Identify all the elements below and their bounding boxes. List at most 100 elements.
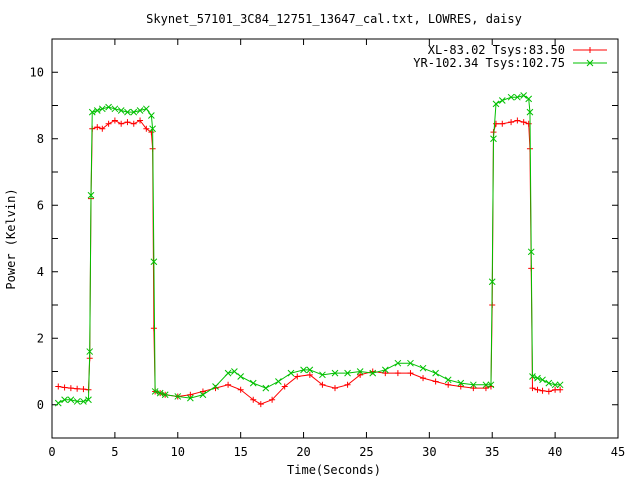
data-point [432, 378, 439, 385]
data-point [382, 370, 389, 377]
data-point [529, 385, 536, 392]
data-point [344, 369, 351, 377]
data-point [105, 103, 112, 111]
data-point [419, 364, 427, 372]
data-point [394, 359, 402, 367]
data-point [514, 117, 521, 124]
data-point [499, 120, 506, 127]
legend-label: XL-83.02 Tsys:83.50 [428, 43, 565, 57]
y-tick-label: 0 [37, 398, 44, 412]
series-line [58, 119, 561, 405]
chart-title: Skynet_57101_3C84_12751_13647_cal.txt, L… [146, 12, 522, 26]
data-point [527, 248, 535, 256]
y-axis-label: Power (Kelvin) [4, 188, 18, 289]
data-point [136, 107, 144, 114]
x-tick-label: 5 [111, 445, 118, 459]
data-point [482, 381, 490, 389]
data-point [61, 396, 68, 404]
data-point [534, 374, 541, 382]
data-point [174, 393, 182, 400]
y-tick-label: 10 [30, 65, 44, 79]
data-point [80, 398, 87, 405]
data-point [137, 117, 144, 124]
data-point [199, 388, 206, 395]
data-point [520, 119, 527, 126]
data-point [492, 100, 500, 108]
data-point [231, 368, 238, 375]
data-point [556, 381, 564, 389]
data-point [552, 386, 559, 393]
x-axis: 0 5 10 15 20 25 30 35 40 45 [48, 39, 625, 459]
y-tick-label: 6 [37, 198, 44, 212]
data-point [262, 384, 270, 392]
y-tick-label: 4 [37, 265, 44, 279]
data-point [93, 107, 101, 114]
data-point [150, 325, 157, 332]
data-point [331, 369, 339, 377]
data-point [482, 385, 489, 392]
data-point [275, 378, 282, 385]
data-point [357, 371, 364, 378]
data-point [74, 385, 81, 392]
data-point [187, 394, 194, 402]
data-point [150, 258, 158, 266]
data-point [249, 379, 257, 387]
data-point [224, 369, 232, 377]
data-point [332, 385, 338, 392]
data-point [86, 348, 94, 355]
data-point [457, 383, 464, 390]
data-point [444, 376, 452, 384]
data-point [54, 399, 62, 407]
data-point [124, 108, 131, 116]
x-tick-label: 30 [422, 445, 436, 459]
data-point [61, 384, 68, 391]
data-point [525, 120, 532, 127]
series-1 [55, 117, 564, 408]
data-point [507, 93, 515, 101]
data-point [257, 401, 264, 408]
data-point [407, 370, 414, 377]
x-tick-label: 45 [611, 445, 625, 459]
data-point [73, 398, 81, 405]
data-point [85, 396, 92, 404]
data-point [514, 93, 521, 101]
data-point [526, 108, 534, 116]
data-point [498, 97, 506, 104]
data-point [539, 387, 546, 394]
data-point [87, 191, 95, 199]
data-point [94, 124, 101, 131]
data-point [98, 105, 106, 113]
data-point [117, 107, 125, 114]
data-point [587, 47, 593, 53]
data-point [281, 383, 288, 390]
y-tick-label: 2 [37, 331, 44, 345]
data-point [199, 391, 207, 399]
x-tick-label: 40 [548, 445, 562, 459]
data-point [149, 125, 156, 133]
data-point [88, 108, 96, 116]
data-point [520, 92, 528, 99]
data-point [525, 95, 533, 103]
data-point [457, 379, 465, 387]
data-point [55, 383, 62, 390]
data-point [143, 125, 150, 132]
data-point [212, 383, 219, 390]
legend-label: YR-102.34 Tsys:102.75 [413, 56, 565, 70]
data-point [111, 117, 118, 124]
data-point [492, 120, 499, 127]
y-tick-label: 8 [37, 132, 44, 146]
data-point [237, 386, 244, 393]
x-tick-label: 25 [359, 445, 373, 459]
data-point [319, 371, 326, 379]
data-point [294, 373, 301, 380]
series-line [58, 94, 561, 404]
data-point [487, 381, 495, 389]
data-point [105, 120, 112, 127]
data-point [432, 369, 439, 377]
data-point [470, 385, 477, 392]
data-point [300, 366, 307, 374]
data-point [124, 119, 131, 126]
data-point [130, 120, 137, 127]
data-point [470, 381, 477, 389]
